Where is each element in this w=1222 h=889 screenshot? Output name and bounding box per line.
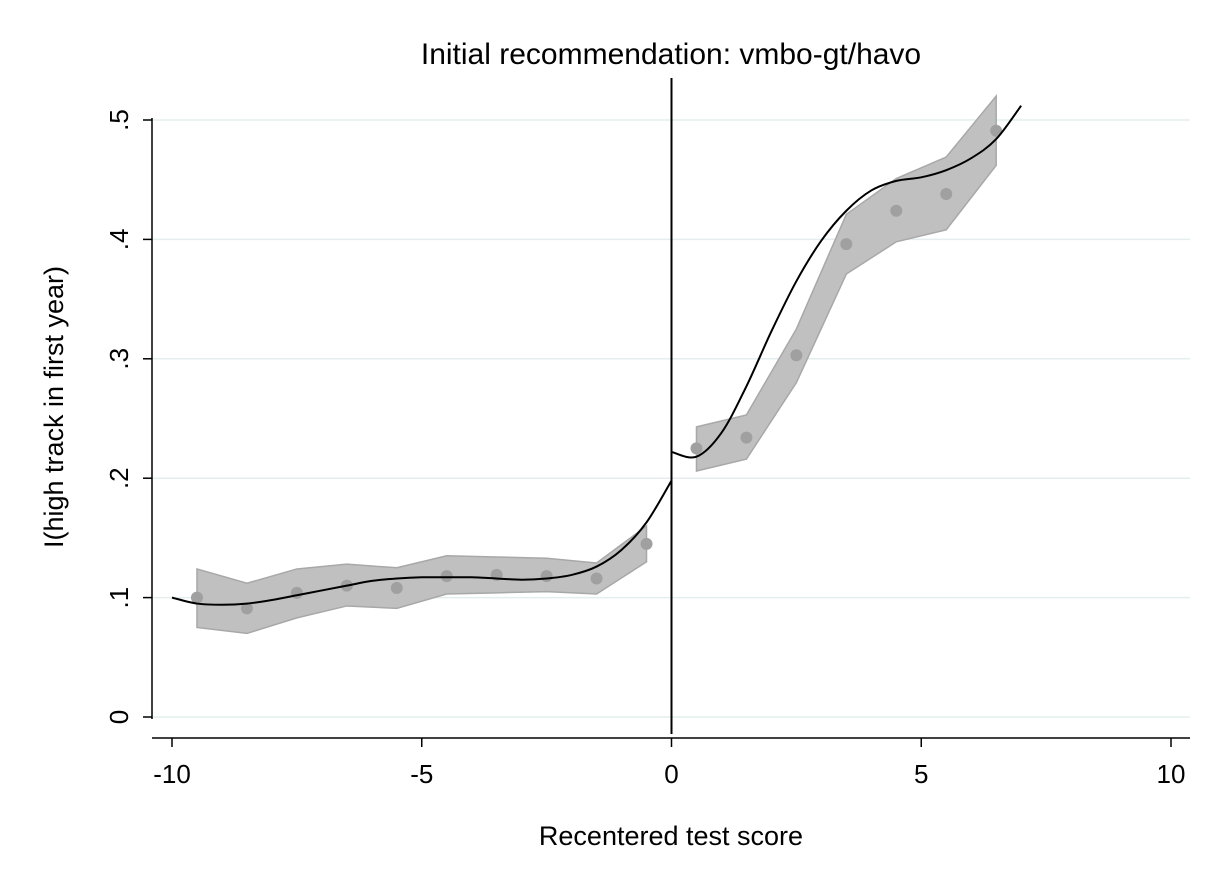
bin-point: [440, 570, 453, 583]
x-tick-label: 10: [1157, 759, 1186, 789]
y-tick-label: 0: [104, 710, 134, 724]
y-tick-label: .3: [104, 348, 134, 370]
bin-point: [990, 124, 1003, 137]
axes: [143, 78, 1190, 747]
y-tick-label: .1: [104, 587, 134, 609]
bin-point: [190, 591, 203, 604]
chart-title: Initial recommendation: vmbo-gt/havo: [421, 38, 921, 71]
bin-point: [540, 570, 553, 583]
x-tick-label: -5: [410, 759, 433, 789]
x-tick-label: -10: [153, 759, 191, 789]
ci-band-right: [695, 94, 997, 472]
bin-point: [390, 582, 403, 595]
fit-line-left: [171, 480, 673, 606]
x-tick-label: 5: [914, 759, 928, 789]
bin-point: [840, 238, 853, 251]
bin-point: [790, 349, 803, 362]
x-tick-label: 0: [664, 759, 678, 789]
bin-point: [740, 431, 753, 444]
y-tick-label: .2: [104, 467, 134, 489]
ci-band-left: [196, 524, 648, 635]
confidence-bands: [196, 94, 997, 635]
fit-line-right: [671, 105, 1022, 459]
bin-point: [890, 204, 903, 217]
bin-point: [690, 442, 703, 455]
x-axis-title: Recentered test score: [539, 821, 803, 851]
y-tick-label: .5: [104, 109, 134, 131]
y-axis-title: I(high track in first year): [39, 266, 69, 548]
bin-point: [640, 537, 653, 550]
bin-point: [940, 188, 953, 201]
y-tick-label: .4: [104, 229, 134, 251]
bin-point: [240, 602, 253, 615]
tick-labels: 0 .1 .2 .3 .4 .5 -10 -5 0 5 10: [104, 109, 1185, 789]
bin-point: [590, 572, 603, 585]
fit-lines: [171, 105, 1022, 606]
